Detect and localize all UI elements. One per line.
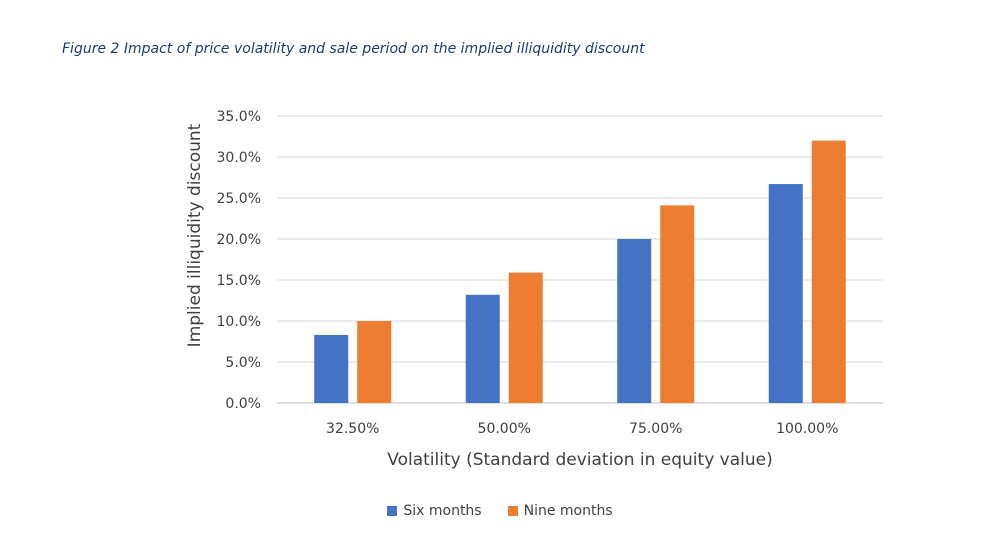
y-tick-label: 10.0% [217,314,261,330]
legend-label-nine-months: Nine months [523,503,613,519]
bar-nine-months [357,321,392,403]
legend-item-six-months: Six months [387,503,482,519]
x-tick-label: 50.00% [478,421,531,437]
bar-nine-months [508,272,543,403]
y-tick-label: 0.0% [225,396,261,412]
y-tick-label: 35.0% [217,109,261,125]
x-tick-label: 100.00% [776,421,838,437]
y-tick-label: 15.0% [217,273,261,289]
legend-item-nine-months: Nine months [507,503,613,519]
bar-six-months [768,184,803,403]
y-tick-label: 5.0% [225,355,261,371]
x-tick-label: 75.00% [629,421,682,437]
bar-six-months [314,334,349,403]
legend: Six months Nine months [0,503,1000,519]
y-tick-label: 20.0% [217,232,261,248]
bar-six-months [465,294,500,403]
y-tick-label: 25.0% [217,191,261,207]
y-tick-labels: 0.0% 5.0% 10.0% 15.0% 20.0% 25.0% 30.0% 35.0% [217,109,261,412]
legend-swatch-six-months [387,506,398,516]
y-axis-title: Implied illiquidity discount [185,123,205,347]
bar-nine-months [660,205,695,403]
x-axis-title: Volatility (Standard deviation in equity… [387,450,772,470]
x-tick-labels: 32.50% 50.00% 75.00% 100.00% [326,421,838,437]
x-tick-label: 32.50% [326,421,379,437]
legend-swatch-nine-months [507,506,518,516]
legend-label-six-months: Six months [403,503,482,519]
bars [314,140,846,403]
bar-six-months [617,239,652,403]
y-tick-label: 30.0% [217,150,261,166]
figure-caption: Figure 2 Impact of price volatility and … [62,41,645,57]
bar-nine-months [811,140,846,403]
